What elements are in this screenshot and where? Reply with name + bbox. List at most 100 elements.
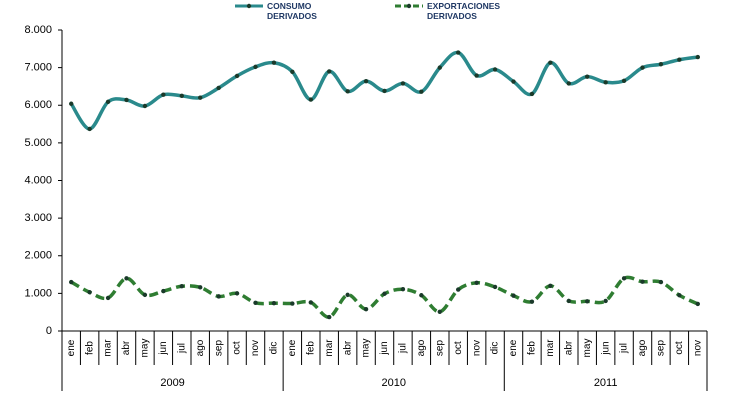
data-point [253,64,258,70]
data-point [271,300,277,306]
data-point [382,291,387,296]
data-point [345,89,350,94]
data-point [198,285,203,290]
data-point [640,65,645,70]
data-point [308,300,313,305]
data-point [529,91,535,97]
legend-marker [246,3,252,9]
y-tick-label: 2.000 [24,250,52,262]
x-tick-label: mar [103,339,114,357]
x-tick-label: may [361,339,372,358]
data-point [363,78,369,84]
data-point [437,309,442,315]
data-point [161,92,166,97]
group-label: 2009 [160,377,184,389]
group-label: 2011 [594,377,618,389]
y-tick-label: 3.000 [24,212,52,224]
data-point [677,293,682,298]
data-point [695,54,700,60]
y-tick-label: 5.000 [24,137,52,149]
legend-marker [406,3,412,9]
data-point [492,284,498,290]
data-point [492,67,498,72]
data-point [105,99,111,105]
data-point [529,299,535,304]
data-point [474,280,479,286]
data-point [695,301,700,307]
data-point [640,279,645,284]
x-tick-label: nov [250,340,261,356]
x-tick-label: sep [434,340,445,357]
x-tick-label: sep [213,340,224,357]
data-point [419,293,424,298]
data-point [216,85,221,91]
data-point [585,299,590,304]
data-point [308,97,313,102]
y-tick-label: 1.000 [24,287,52,299]
x-tick-label: may [140,339,151,358]
x-tick-label: sep [656,340,667,357]
data-point [124,97,129,103]
legend-label: EXPORTACIONES DERIVADOS [427,1,501,21]
data-point [400,287,406,292]
data-point [677,57,682,62]
data-point [548,283,553,289]
data-point [290,69,295,74]
data-point [621,78,627,83]
x-tick-label: oct [232,341,243,355]
group-label: 2010 [381,377,405,389]
x-tick-label: feb [84,341,95,355]
data-point [603,298,608,304]
x-tick-label: abr [342,340,353,355]
data-point [474,73,479,78]
x-tick-label: dic [490,342,501,355]
x-tick-label: jun [158,341,169,355]
data-point [179,93,184,99]
data-point [658,279,664,285]
data-point [363,306,369,312]
x-tick-label: ago [416,339,427,356]
data-point [271,60,277,65]
data-point [658,62,664,67]
x-tick-label: mar [324,339,335,357]
data-point [69,101,74,106]
data-point [621,276,627,281]
data-point [437,65,442,70]
x-tick-label: ene [66,339,77,356]
data-point [566,298,571,304]
x-tick-label: nov [692,340,703,356]
x-tick-label: jul [176,343,187,354]
x-tick-label: abr [563,340,574,355]
x-tick-label: ene [508,339,519,356]
y-tick-label: 6.000 [24,99,52,111]
y-tick-label: 4.000 [24,174,52,186]
data-point [124,276,129,281]
x-tick-label: mar [545,339,556,357]
data-point [566,81,571,86]
data-point [105,295,111,301]
data-point [161,288,166,294]
x-tick-label: feb [527,341,538,355]
x-tick-label: jul [398,343,409,354]
data-point [327,69,332,74]
x-tick-label: oct [674,341,685,355]
y-tick-label: 7.000 [24,62,52,74]
y-tick-label: 0 [46,325,52,337]
x-tick-label: ago [637,339,648,356]
data-point [456,50,461,55]
x-tick-label: jun [600,341,611,355]
data-point [400,81,406,86]
x-tick-label: jul [619,343,630,354]
data-point [179,284,184,289]
x-tick-label: jun [379,341,390,355]
data-point [585,74,590,79]
data-point [345,292,350,298]
data-point [327,314,332,320]
x-tick-label: abr [121,340,132,355]
legend-label: CONSUMO DERIVADOS [267,1,317,21]
x-tick-label: nov [471,340,482,356]
data-point [234,73,240,79]
x-tick-label: feb [305,341,316,355]
